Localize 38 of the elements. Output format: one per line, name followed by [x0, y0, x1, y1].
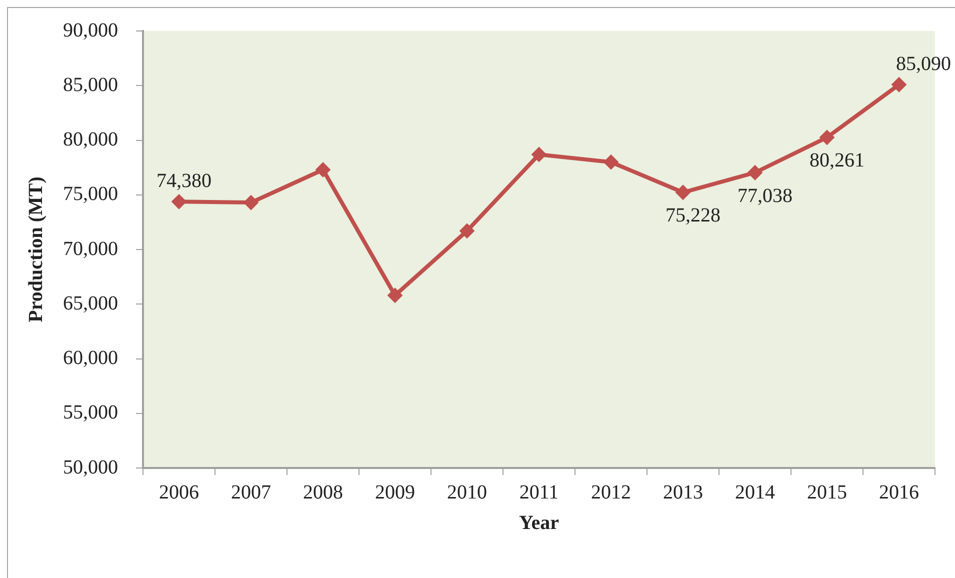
x-tick-label: 2015 [807, 481, 847, 504]
point [748, 165, 762, 180]
x-tick-label: 2009 [375, 481, 415, 504]
point [532, 146, 546, 162]
y-tick-label: 75,000 [63, 183, 118, 206]
y-tick-label: 85,000 [63, 74, 118, 96]
x-tick-label: 2013 [663, 481, 703, 504]
x-tick-label: 2008 [303, 481, 343, 504]
x-tick-label: 2007 [231, 481, 271, 504]
y-tick-label: 90,000 [63, 19, 118, 42]
point [820, 130, 834, 145]
x-tick-label: 2014 [735, 481, 775, 504]
data-label: 75,228 [666, 204, 720, 227]
data-label: 85,090 [896, 52, 951, 75]
point [316, 162, 330, 178]
data-label: 80,261 [810, 150, 864, 172]
data-label: 77,038 [738, 184, 792, 207]
y-tick-label: 50,000 [63, 456, 118, 478]
x-tick-label: 2016 [879, 481, 919, 504]
x-tick-label: 2010 [447, 481, 487, 504]
y-tick-label: 80,000 [63, 128, 118, 150]
point [388, 288, 402, 303]
x-tick-label: 2012 [591, 481, 631, 504]
x-tick-label: 2006 [159, 481, 199, 504]
y-tick-label: 65,000 [63, 292, 118, 314]
point [460, 223, 474, 238]
point [676, 184, 690, 200]
x-tick-label: 2011 [519, 481, 559, 504]
x-axis-title: Year [519, 512, 560, 534]
point [172, 194, 186, 210]
point [892, 77, 906, 92]
y-tick-label: 55,000 [63, 402, 118, 424]
point [244, 195, 258, 210]
point [604, 154, 618, 170]
data-label: 74,380 [156, 170, 212, 192]
y-tick-label: 60,000 [63, 347, 118, 369]
y-axis-title: Production (MT) [25, 176, 48, 322]
y-tick-label: 70,000 [63, 238, 118, 260]
